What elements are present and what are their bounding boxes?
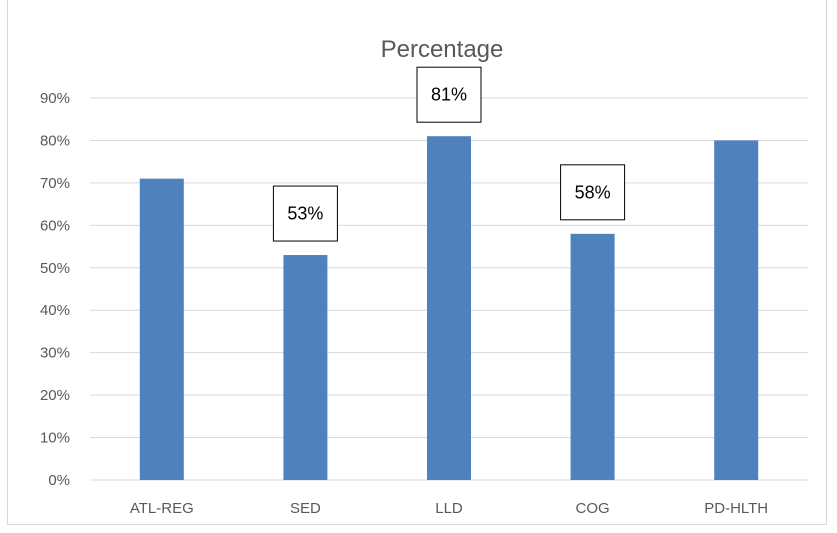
x-tick-label: PD-HLTH [704,500,768,517]
data-label-box [560,164,626,221]
x-tick-label: LLD [435,500,463,517]
data-label-text: 81% [431,85,467,105]
data-label: 81% [416,66,482,123]
y-tick-label: 80% [40,132,70,149]
y-axis-tick-labels: 0% 10% 20% 30% 40% 50% 60% 70% 80% 90% [40,90,70,489]
data-label: 53% [272,185,338,242]
data-label-box [416,66,482,123]
bar-atl-reg [139,178,184,480]
data-label-box [272,185,338,242]
y-tick-label: 10% [40,430,70,447]
y-tick-label: 90% [40,90,70,107]
x-tick-label: COG [576,500,610,517]
bar-cog [570,233,615,480]
y-tick-label: 70% [40,175,70,192]
chart-title: Percentage [381,36,504,63]
x-tick-label: SED [290,500,321,517]
data-label-text: 58% [575,182,611,202]
bar-pd-hlth [714,140,759,480]
data-labels: 53% 81% 58% [272,66,626,242]
y-tick-label: 50% [40,260,70,277]
y-tick-label: 30% [40,345,70,362]
y-tick-label: 40% [40,302,70,319]
bar-sed [283,255,328,480]
x-axis-tick-labels: ATL-REG SED LLD COG PD-HLTH [130,500,768,517]
x-tick-label: ATL-REG [130,500,194,517]
y-tick-label: 60% [40,217,70,234]
data-label: 58% [560,164,626,221]
y-tick-label: 20% [40,387,70,404]
bars [139,136,759,480]
y-tick-label: 0% [48,472,70,489]
data-label-text: 53% [287,204,323,224]
bar-lld [427,136,471,480]
